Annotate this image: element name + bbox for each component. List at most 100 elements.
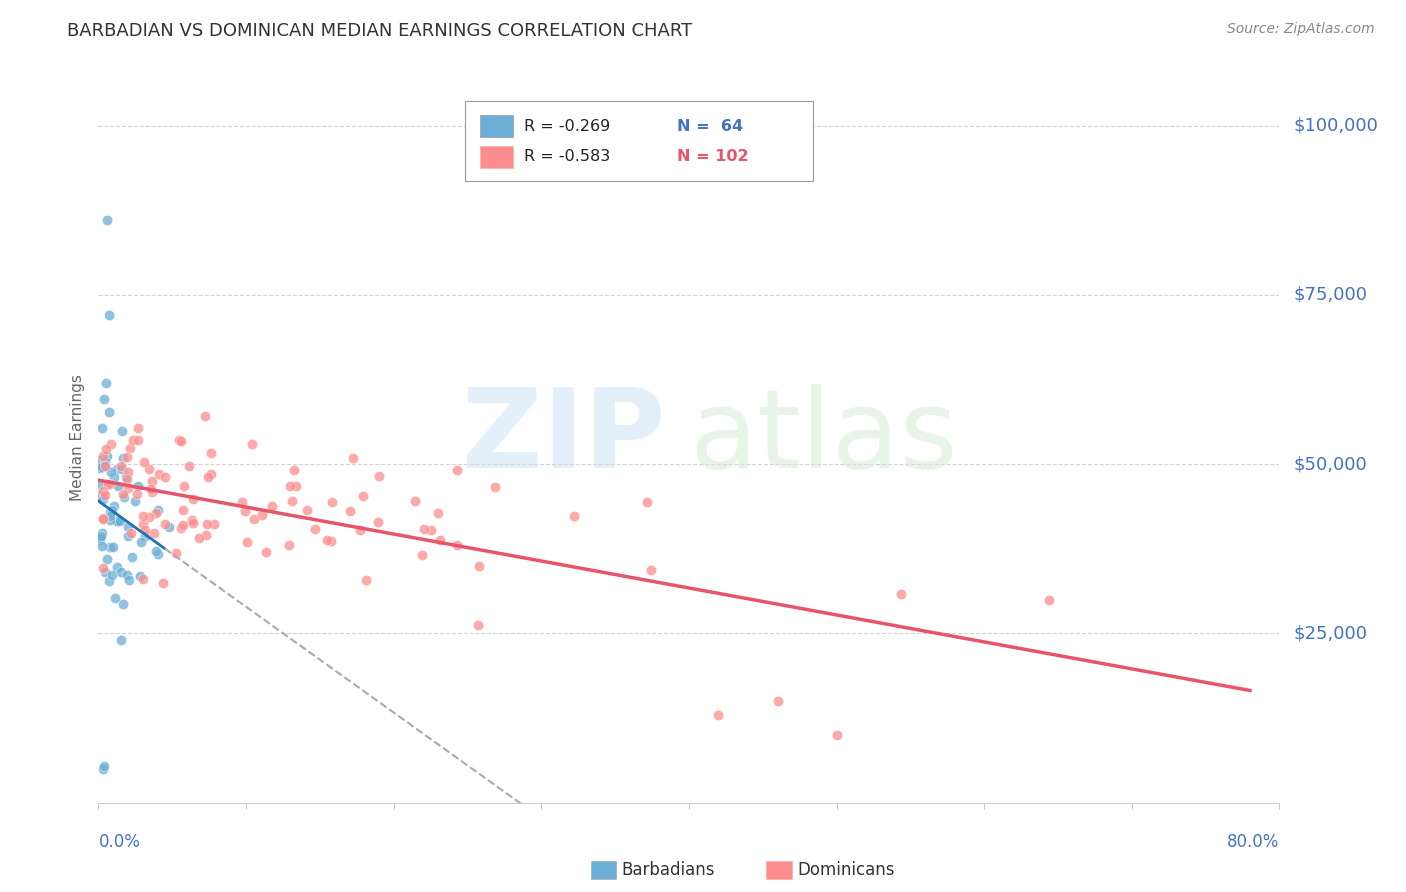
- Point: [236, 535, 259, 549]
- Point: [98, 513, 121, 527]
- Point: [93, 458, 115, 473]
- Point: [200, 446, 222, 460]
- Point: [132, 508, 155, 523]
- Point: [281, 494, 304, 508]
- Point: [297, 503, 319, 517]
- Point: [97, 477, 120, 491]
- Text: N = 102: N = 102: [678, 150, 749, 164]
- Point: [90, 539, 112, 553]
- Point: [117, 529, 139, 543]
- Text: 80.0%: 80.0%: [1227, 833, 1279, 851]
- Point: [103, 469, 125, 483]
- Point: [112, 490, 135, 504]
- Text: $25,000: $25,000: [1294, 624, 1368, 642]
- Point: [122, 433, 145, 447]
- Point: [127, 434, 149, 448]
- Point: [98, 540, 121, 554]
- Point: [105, 560, 128, 574]
- Point: [115, 470, 138, 484]
- Point: [152, 576, 174, 591]
- Text: R = -0.583: R = -0.583: [523, 150, 610, 164]
- Point: [120, 525, 142, 540]
- Point: [427, 506, 450, 520]
- FancyBboxPatch shape: [464, 101, 813, 181]
- Text: Source: ZipAtlas.com: Source: ZipAtlas.com: [1227, 22, 1375, 37]
- Text: N =  64: N = 64: [678, 119, 744, 134]
- Point: [110, 565, 132, 579]
- Point: [94, 442, 117, 456]
- Point: [121, 549, 143, 564]
- Text: $75,000: $75,000: [1294, 285, 1368, 304]
- Point: [446, 463, 468, 477]
- Point: [94, 376, 117, 390]
- Point: [90, 460, 112, 475]
- Point: [115, 568, 138, 582]
- Point: [138, 461, 160, 475]
- Text: ZIP: ZIP: [463, 384, 665, 491]
- Point: [96, 449, 118, 463]
- Text: 0.0%: 0.0%: [98, 833, 141, 851]
- Point: [446, 538, 468, 552]
- Point: [117, 465, 139, 479]
- Point: [707, 707, 730, 722]
- Point: [173, 479, 195, 493]
- Point: [316, 533, 339, 548]
- Point: [181, 514, 204, 528]
- Point: [127, 421, 149, 435]
- Point: [169, 521, 191, 535]
- Point: [105, 514, 128, 528]
- Point: [98, 405, 121, 419]
- Point: [148, 467, 170, 481]
- Point: [187, 531, 209, 545]
- Point: [93, 758, 115, 772]
- Point: [304, 523, 326, 537]
- Point: [260, 499, 283, 513]
- Point: [110, 424, 132, 438]
- Point: [468, 558, 491, 573]
- Point: [181, 492, 204, 507]
- Point: [352, 489, 374, 503]
- Point: [132, 572, 155, 586]
- Point: [157, 519, 180, 533]
- Point: [349, 523, 371, 537]
- Point: [356, 573, 378, 587]
- Point: [91, 483, 114, 498]
- Point: [467, 618, 489, 632]
- Point: [91, 511, 114, 525]
- Point: [141, 475, 163, 489]
- Point: [170, 434, 193, 449]
- Text: Dominicans: Dominicans: [797, 861, 894, 879]
- Point: [153, 517, 176, 532]
- Point: [127, 479, 149, 493]
- Point: [91, 449, 114, 463]
- Y-axis label: Median Earnings: Median Earnings: [70, 374, 86, 500]
- Point: [91, 420, 114, 434]
- Point: [233, 504, 256, 518]
- Point: [107, 479, 129, 493]
- Point: [96, 213, 118, 227]
- Text: $50,000: $50,000: [1294, 455, 1367, 473]
- Point: [404, 494, 426, 508]
- Point: [103, 499, 125, 513]
- Point: [93, 392, 115, 406]
- Point: [110, 515, 132, 529]
- Point: [825, 728, 848, 742]
- Point: [110, 633, 132, 648]
- Point: [103, 540, 125, 554]
- Point: [93, 459, 115, 474]
- Point: [231, 495, 253, 509]
- Point: [89, 531, 111, 545]
- Point: [321, 533, 343, 548]
- Text: R = -0.269: R = -0.269: [523, 119, 610, 134]
- Point: [636, 495, 658, 509]
- Point: [167, 433, 190, 447]
- Point: [419, 523, 441, 537]
- Point: [194, 409, 217, 424]
- Point: [172, 518, 194, 533]
- Point: [128, 569, 150, 583]
- Point: [97, 308, 120, 322]
- Point: [125, 486, 148, 500]
- Point: [104, 591, 127, 606]
- Point: [254, 545, 277, 559]
- Point: [97, 574, 120, 588]
